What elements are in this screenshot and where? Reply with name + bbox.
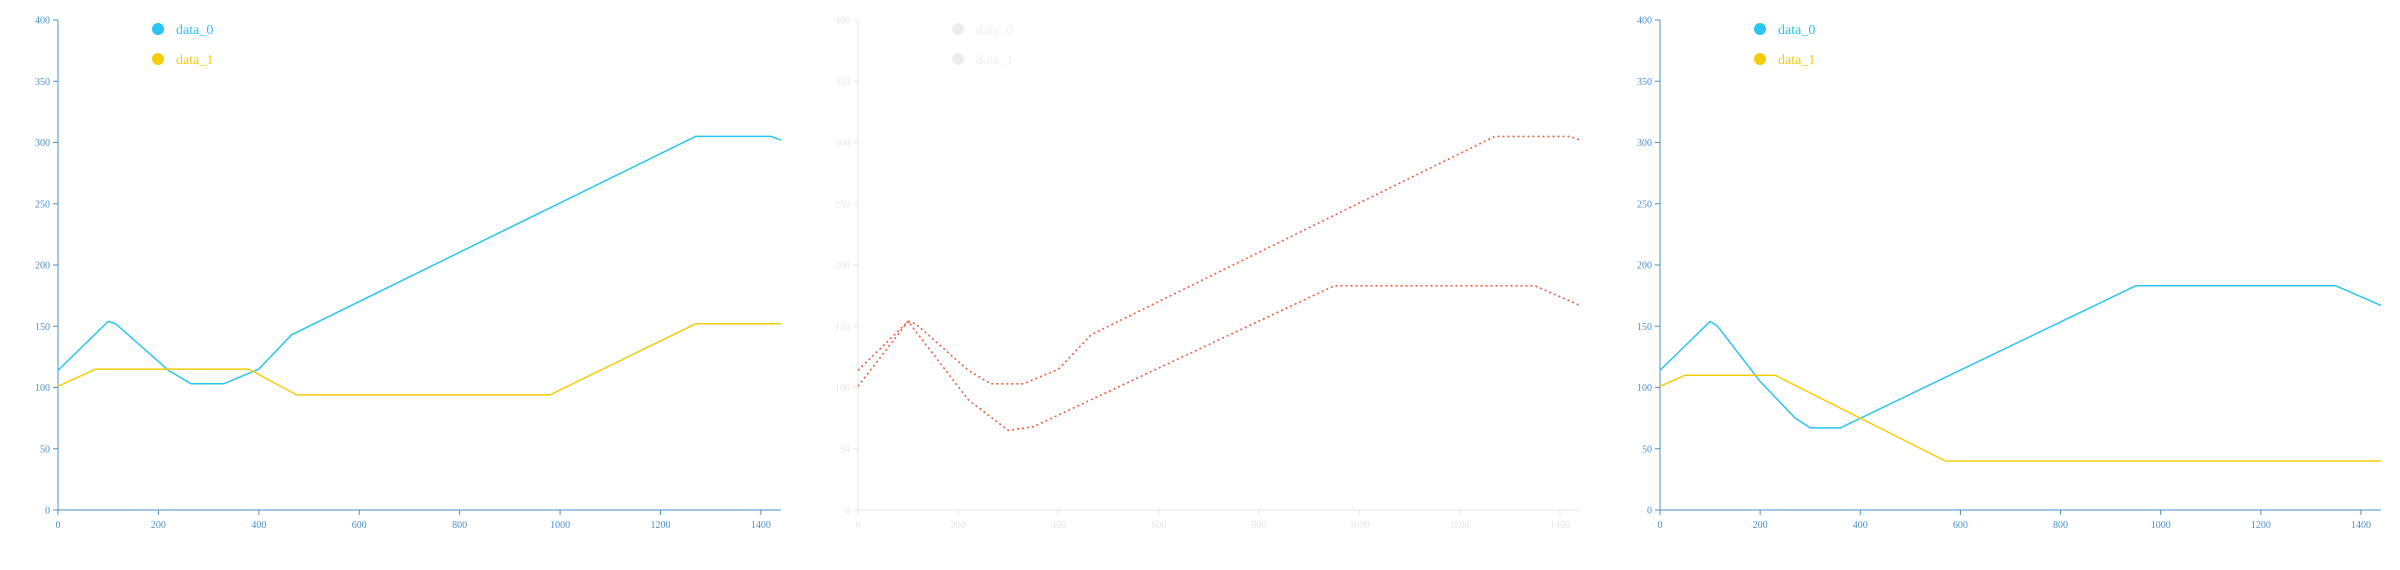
legend-label: data_1 (976, 53, 1013, 68)
series-line-data-0 (1659, 285, 2382, 429)
legend-label: data_1 (176, 53, 213, 68)
y-tick-label: 0 (1647, 506, 1652, 517)
x-tick-label: 0 (1658, 520, 1663, 531)
x-tick-label: 600 (1151, 520, 1166, 531)
x-tick-label: 800 (1252, 520, 1267, 531)
y-tick-label: 150 (1637, 322, 1652, 333)
series-line-data-1 (57, 323, 781, 396)
legend-label: data_1 (1778, 53, 1815, 68)
y-tick-label: 300 (35, 138, 50, 149)
series-line-data-1 (857, 285, 1581, 432)
chart-3: 0 50 100 150 200 250 300 350 400 0 200 400 600 800 100… (1637, 16, 2382, 531)
legend: data_0 data_1 (952, 23, 1013, 68)
y-tick-label: 50 (840, 444, 850, 455)
legend-marker (152, 23, 164, 35)
y-tick-label: 350 (35, 77, 50, 88)
y-tick-label: 400 (1637, 16, 1652, 27)
y-tick-label: 200 (835, 261, 850, 272)
x-tick-label: 800 (2053, 520, 2068, 531)
y-tick-label: 150 (35, 322, 50, 333)
chart-1: 0 50 100 150 200 250 300 350 400 0 200 400 600 800 100… (35, 16, 782, 531)
legend-marker (952, 23, 964, 35)
legend-marker (1754, 53, 1766, 65)
y-tick-label: 400 (835, 16, 850, 27)
x-tick-label: 1000 (1349, 520, 1369, 531)
x-tick-label: 400 (1853, 520, 1868, 531)
x-tick-label: 1400 (2351, 520, 2371, 531)
y-tick-label: 350 (1637, 77, 1652, 88)
legend-marker (1754, 23, 1766, 35)
x-tick-label: 400 (251, 520, 266, 531)
legend-label: data_0 (1778, 23, 1815, 38)
legend: data_0 data_1 (1754, 23, 1815, 68)
legend: data_0 data_1 (152, 23, 213, 68)
series-line-data-0 (857, 135, 1581, 385)
x-tick-label: 1200 (2251, 520, 2271, 531)
x-tick-label: 1000 (550, 520, 570, 531)
x-tick-label: 200 (1753, 520, 1768, 531)
x-tick-label: 1200 (1450, 520, 1470, 531)
x-tick-label: 200 (151, 520, 166, 531)
y-tick-label: 350 (835, 77, 850, 88)
y-tick-label: 400 (35, 16, 50, 27)
x-tick-label: 0 (56, 520, 61, 531)
x-tick-label: 600 (1953, 520, 1968, 531)
series-line-data-1 (1659, 374, 2381, 462)
y-tick-label: 100 (835, 383, 850, 394)
x-tick-label: 1200 (651, 520, 671, 531)
y-tick-label: 50 (1642, 444, 1652, 455)
y-tick-label: 300 (835, 138, 850, 149)
x-tick-label: 1000 (2151, 520, 2171, 531)
y-tick-label: 100 (35, 383, 50, 394)
y-tick-label: 250 (1637, 199, 1652, 210)
x-tick-label: 800 (452, 520, 467, 531)
y-tick-label: 0 (45, 506, 50, 517)
legend-label: data_0 (176, 23, 213, 38)
y-tick-label: 0 (845, 506, 850, 517)
chart-2: 0 50 100 150 200 250 300 350 400 0 200 400 600 800 100… (835, 16, 1581, 531)
x-tick-label: 0 (856, 520, 861, 531)
x-tick-label: 1400 (751, 520, 771, 531)
series-line-data-0 (57, 135, 782, 385)
y-tick-label: 100 (1637, 383, 1652, 394)
y-tick-label: 250 (835, 199, 850, 210)
legend-marker (952, 53, 964, 65)
x-tick-label: 400 (1051, 520, 1066, 531)
x-tick-label: 1400 (1550, 520, 1570, 531)
y-tick-label: 300 (1637, 138, 1652, 149)
y-tick-label: 200 (35, 261, 50, 272)
legend-label: data_0 (976, 23, 1013, 38)
x-tick-label: 200 (951, 520, 966, 531)
legend-marker (152, 53, 164, 65)
y-tick-label: 250 (35, 199, 50, 210)
y-tick-label: 150 (835, 322, 850, 333)
y-tick-label: 50 (40, 444, 50, 455)
y-tick-label: 200 (1637, 261, 1652, 272)
x-tick-label: 600 (352, 520, 367, 531)
